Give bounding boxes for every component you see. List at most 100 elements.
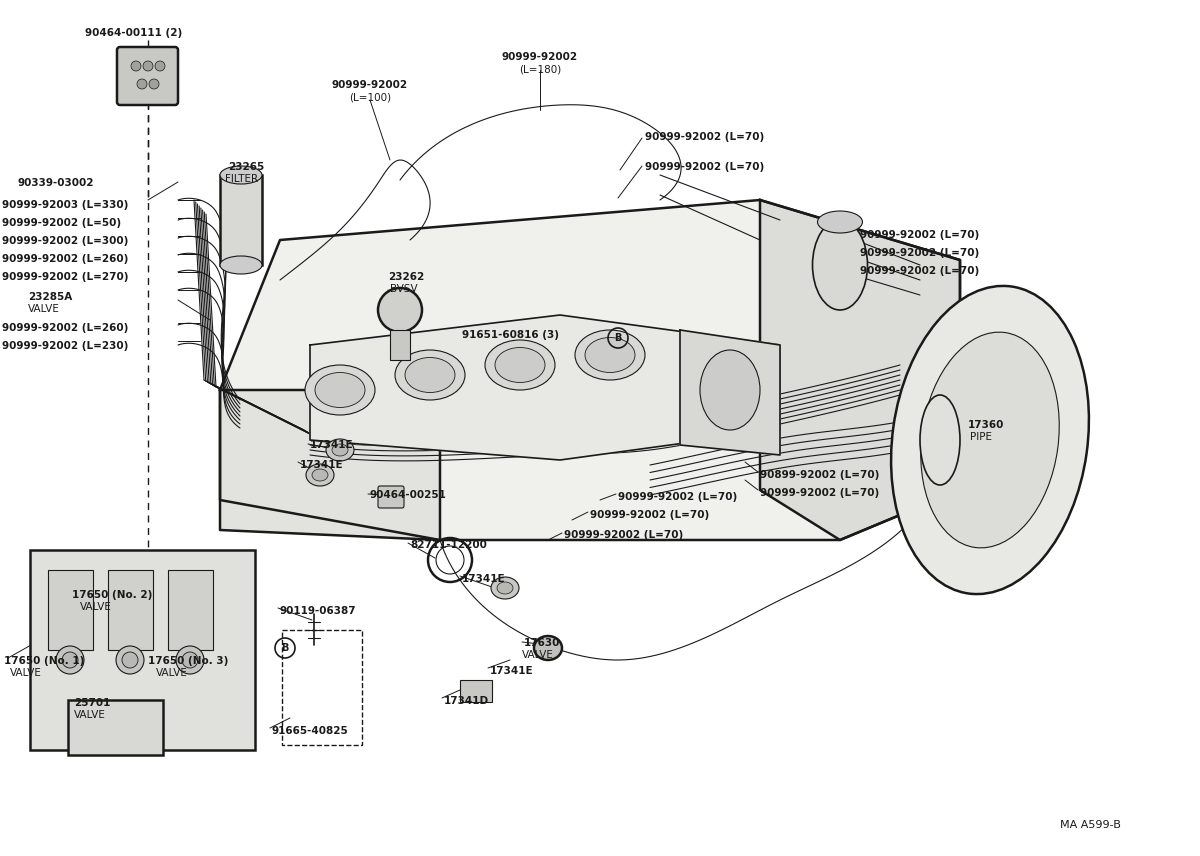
Ellipse shape (305, 365, 374, 415)
Ellipse shape (332, 444, 348, 456)
Text: 90119-06387: 90119-06387 (280, 606, 356, 616)
Text: 90899-92002 (L=70): 90899-92002 (L=70) (760, 470, 880, 480)
Text: 90999-92002 (L=70): 90999-92002 (L=70) (760, 488, 880, 498)
Text: 17650 (No. 3): 17650 (No. 3) (148, 656, 228, 666)
Text: 17341E: 17341E (310, 440, 354, 450)
Ellipse shape (314, 372, 365, 407)
Polygon shape (220, 200, 960, 540)
Text: VALVE: VALVE (156, 668, 188, 678)
Ellipse shape (575, 330, 646, 380)
Bar (108, 570, 154, 650)
Text: 23285A: 23285A (28, 292, 72, 302)
Text: B: B (614, 333, 622, 343)
Polygon shape (310, 315, 780, 460)
Text: 90999-92002 (L=70): 90999-92002 (L=70) (646, 162, 764, 172)
Bar (282, 630, 362, 745)
Text: 90999-92002 (L=70): 90999-92002 (L=70) (590, 510, 709, 520)
Ellipse shape (306, 464, 334, 486)
Text: 90999-92002 (L=260): 90999-92002 (L=260) (2, 254, 128, 264)
FancyBboxPatch shape (378, 486, 404, 508)
Ellipse shape (406, 358, 455, 393)
Text: 23265: 23265 (228, 162, 264, 172)
Circle shape (131, 61, 142, 71)
Text: 90999-92002 (L=70): 90999-92002 (L=70) (564, 530, 683, 540)
Bar (390, 330, 410, 360)
Text: 90999-92003 (L=330): 90999-92003 (L=330) (2, 200, 128, 210)
Circle shape (182, 652, 198, 668)
Text: VALVE: VALVE (28, 304, 60, 314)
Circle shape (122, 652, 138, 668)
Text: 90999-92002 (L=230): 90999-92002 (L=230) (2, 341, 128, 351)
Text: FILTER: FILTER (226, 174, 258, 184)
Ellipse shape (700, 350, 760, 430)
Text: 90999-92002 (L=70): 90999-92002 (L=70) (860, 266, 979, 276)
Text: 17341D: 17341D (444, 696, 490, 706)
Bar (68, 700, 163, 755)
Ellipse shape (485, 340, 554, 390)
Text: 90999-92002 (L=70): 90999-92002 (L=70) (646, 132, 764, 142)
Ellipse shape (812, 220, 868, 310)
Bar (460, 680, 492, 702)
Polygon shape (680, 330, 780, 455)
Text: 90999-92002 (L=70): 90999-92002 (L=70) (860, 230, 979, 240)
Text: (L=180): (L=180) (518, 64, 562, 74)
Bar (48, 570, 94, 650)
Text: 90999-92002 (L=300): 90999-92002 (L=300) (2, 236, 128, 246)
Circle shape (155, 61, 166, 71)
Ellipse shape (395, 350, 466, 400)
Circle shape (56, 646, 84, 674)
Text: 17341E: 17341E (462, 574, 505, 584)
Text: 90999-92002: 90999-92002 (332, 80, 408, 90)
Text: 90464-00111 (2): 90464-00111 (2) (85, 28, 182, 38)
Text: 25701: 25701 (74, 698, 110, 708)
FancyBboxPatch shape (118, 47, 178, 105)
Text: PIPE: PIPE (970, 432, 992, 442)
Text: 90464-00251: 90464-00251 (370, 490, 446, 500)
Circle shape (62, 652, 78, 668)
Ellipse shape (496, 348, 545, 383)
Circle shape (378, 288, 422, 332)
Text: 90339-03002: 90339-03002 (18, 178, 95, 188)
Bar (30, 550, 256, 750)
Text: VALVE: VALVE (522, 650, 554, 660)
Text: BVSV: BVSV (390, 284, 418, 294)
Bar (168, 570, 214, 650)
Text: 91665-40825: 91665-40825 (272, 726, 349, 736)
Ellipse shape (534, 636, 562, 660)
Ellipse shape (920, 395, 960, 485)
Text: 17650 (No. 2): 17650 (No. 2) (72, 590, 152, 600)
Circle shape (116, 646, 144, 674)
Text: 17341E: 17341E (300, 460, 343, 470)
Ellipse shape (220, 166, 262, 184)
Text: VALVE: VALVE (80, 602, 112, 612)
Circle shape (149, 79, 158, 89)
Text: 90999-92002: 90999-92002 (502, 52, 578, 62)
Text: 91651-60816 (3): 91651-60816 (3) (462, 330, 559, 340)
Text: B: B (281, 643, 289, 653)
Polygon shape (220, 390, 440, 540)
Ellipse shape (312, 469, 328, 481)
Text: VALVE: VALVE (74, 710, 106, 720)
Ellipse shape (817, 211, 863, 233)
Text: 90999-92002 (L=70): 90999-92002 (L=70) (618, 492, 737, 502)
Ellipse shape (920, 332, 1060, 548)
Text: 17630: 17630 (524, 638, 560, 648)
Text: 82711-12200: 82711-12200 (410, 540, 487, 550)
Bar (220, 175, 262, 265)
Circle shape (137, 79, 148, 89)
Ellipse shape (892, 286, 1088, 594)
Text: 90999-92002 (L=260): 90999-92002 (L=260) (2, 323, 128, 333)
Circle shape (143, 61, 154, 71)
Ellipse shape (586, 337, 635, 372)
Text: MA A599-B: MA A599-B (1060, 820, 1121, 830)
Ellipse shape (220, 256, 262, 274)
Polygon shape (760, 200, 960, 540)
Ellipse shape (326, 439, 354, 461)
Text: 90999-92002 (L=70): 90999-92002 (L=70) (860, 248, 979, 258)
Circle shape (176, 646, 204, 674)
Text: VALVE: VALVE (10, 668, 42, 678)
Text: 23262: 23262 (388, 272, 425, 282)
Text: 90999-92002 (L=50): 90999-92002 (L=50) (2, 218, 121, 228)
Text: 17341E: 17341E (490, 666, 534, 676)
Text: (L=100): (L=100) (349, 92, 391, 102)
